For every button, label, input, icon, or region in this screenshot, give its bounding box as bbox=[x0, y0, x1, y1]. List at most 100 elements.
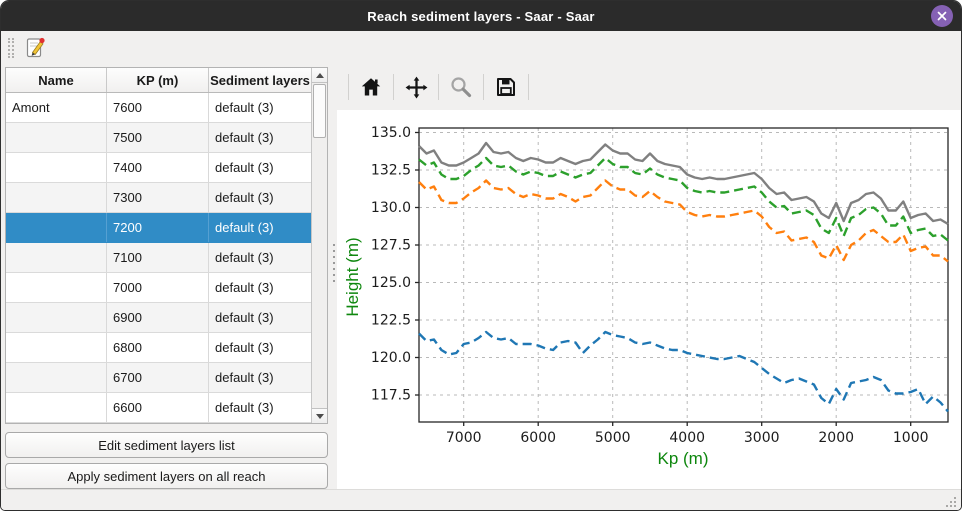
pan-button[interactable] bbox=[401, 72, 431, 102]
cell-layers[interactable]: default (3) bbox=[215, 400, 274, 415]
scrollbar-track[interactable] bbox=[312, 84, 327, 407]
cell-name[interactable] bbox=[6, 153, 107, 182]
statusbar bbox=[1, 489, 961, 510]
col-header-sediment-layers[interactable]: Sediment layers bbox=[210, 72, 310, 88]
apply-sediment-layers-button[interactable]: Apply sediment layers on all reach bbox=[5, 463, 328, 489]
cell-name[interactable] bbox=[6, 423, 107, 424]
cell-name[interactable] bbox=[6, 213, 107, 242]
x-tick-label: 4000 bbox=[669, 430, 705, 446]
y-tick-label: 132.5 bbox=[371, 163, 411, 179]
cell-layers[interactable]: default (3) bbox=[215, 160, 274, 175]
edit-sediment-layers-list-button[interactable]: Edit sediment layers list bbox=[5, 432, 328, 459]
table-row[interactable]: 7000 default (3) bbox=[6, 273, 311, 303]
close-button[interactable] bbox=[931, 5, 953, 27]
cell-layers[interactable]: default (3) bbox=[215, 130, 274, 145]
cell-layers[interactable]: default (3) bbox=[215, 280, 274, 295]
sediment-table: Name KP (m) Sediment layers Amont 7600 def… bbox=[5, 67, 328, 425]
cell-name[interactable] bbox=[6, 243, 107, 272]
table-header-row: Name KP (m) Sediment layers bbox=[6, 68, 311, 93]
table-row[interactable]: 7200 default (3) bbox=[6, 213, 311, 243]
cell-kp[interactable]: 7300 bbox=[107, 183, 209, 212]
x-tick-label: 6000 bbox=[520, 430, 556, 446]
cell-kp[interactable]: 6500 bbox=[107, 423, 209, 424]
cell-kp[interactable]: 6700 bbox=[107, 363, 209, 392]
cell-name[interactable] bbox=[6, 393, 107, 422]
cell-kp[interactable]: 6600 bbox=[107, 393, 209, 422]
cell-name[interactable] bbox=[6, 333, 107, 362]
home-button[interactable] bbox=[356, 72, 386, 102]
toolbar-separator bbox=[528, 74, 529, 100]
cell-name[interactable] bbox=[6, 303, 107, 332]
table-row[interactable]: 7300 default (3) bbox=[6, 183, 311, 213]
table-row[interactable]: 6500default (3) bbox=[6, 423, 311, 424]
cell-layers[interactable]: default (3) bbox=[209, 423, 311, 424]
cell-layers[interactable]: default (3) bbox=[215, 100, 274, 115]
series-bottom-layer-blue bbox=[418, 330, 949, 413]
table-scrollbar[interactable] bbox=[311, 68, 327, 424]
cell-layers[interactable]: default (3) bbox=[215, 370, 274, 385]
series-layer-green bbox=[418, 156, 949, 242]
cell-kp[interactable]: 7100 bbox=[107, 243, 209, 272]
x-tick-label: 1000 bbox=[893, 430, 929, 446]
resize-grip[interactable] bbox=[945, 496, 957, 508]
col-header-name[interactable]: Name bbox=[6, 68, 107, 92]
pan-arrows-icon bbox=[405, 76, 427, 98]
home-icon bbox=[361, 78, 381, 96]
cell-name[interactable] bbox=[6, 183, 107, 212]
table-row[interactable]: 6700 default (3) bbox=[6, 363, 311, 393]
y-tick-label: 125.0 bbox=[371, 275, 411, 291]
cell-kp[interactable]: 7200 bbox=[107, 213, 209, 242]
cell-layers[interactable]: default (3) bbox=[215, 340, 274, 355]
x-tick-label: 2000 bbox=[818, 430, 854, 446]
cell-name[interactable] bbox=[6, 363, 107, 392]
table-row[interactable]: 6900 default (3) bbox=[6, 303, 311, 333]
scrollbar-up-button[interactable] bbox=[312, 68, 327, 83]
cell-kp[interactable]: 6800 bbox=[107, 333, 209, 362]
zoom-button[interactable] bbox=[446, 72, 476, 102]
cell-name[interactable]: Amont bbox=[6, 93, 107, 122]
x-tick-label: 3000 bbox=[744, 430, 780, 446]
table-row[interactable]: 6800 default (3) bbox=[6, 333, 311, 363]
cell-name[interactable] bbox=[6, 123, 107, 152]
arrow-up-icon bbox=[315, 72, 324, 78]
toolbar-separator bbox=[483, 74, 484, 100]
y-tick-label: 130.0 bbox=[371, 200, 411, 216]
cell-kp[interactable]: 7600 bbox=[107, 93, 209, 122]
cell-kp[interactable]: 7500 bbox=[107, 123, 209, 152]
cell-layers[interactable]: default (3) bbox=[215, 190, 274, 205]
scrollbar-down-button[interactable] bbox=[312, 408, 327, 424]
edit-note-icon bbox=[26, 37, 45, 58]
cell-layers[interactable]: default (3) bbox=[215, 310, 274, 325]
table-row[interactable]: 7400 default (3) bbox=[6, 153, 311, 183]
close-icon bbox=[937, 11, 947, 21]
table-row[interactable]: 7100 default (3) bbox=[6, 243, 311, 273]
table-row[interactable]: Amont 7600 default (3) bbox=[6, 93, 311, 123]
toolbar-separator bbox=[393, 74, 394, 100]
x-tick-label: 7000 bbox=[446, 430, 482, 446]
y-tick-label: 117.5 bbox=[371, 388, 411, 404]
cell-layers[interactable]: default (3) bbox=[215, 250, 274, 265]
cell-layers[interactable]: default (3) bbox=[215, 220, 274, 235]
splitter-handle[interactable] bbox=[331, 64, 337, 489]
cell-name[interactable] bbox=[6, 273, 107, 302]
x-axis-label: Kp (m) bbox=[657, 449, 709, 468]
figure-canvas: 7000 6000 5000 4000 3000 2000 1000 117.5 120.0 12… bbox=[337, 110, 961, 489]
cell-kp[interactable]: 7000 bbox=[107, 273, 209, 302]
series-top-layer-gray bbox=[418, 141, 949, 226]
edit-sediment-button[interactable] bbox=[21, 34, 49, 62]
reach-profile-chart[interactable]: 7000 6000 5000 4000 3000 2000 1000 117.5 120.0 12… bbox=[347, 110, 959, 478]
col-header-kp[interactable]: KP (m) bbox=[107, 68, 209, 92]
cell-kp[interactable]: 6900 bbox=[107, 303, 209, 332]
save-button[interactable] bbox=[491, 72, 521, 102]
y-tick-label: 122.5 bbox=[371, 313, 411, 329]
toolbar-drag-handle[interactable] bbox=[8, 37, 14, 58]
table-row[interactable]: 6600 default (3) bbox=[6, 393, 311, 423]
x-tick-label: 5000 bbox=[595, 430, 631, 446]
scrollbar-thumb[interactable] bbox=[313, 84, 326, 138]
table-row[interactable]: 7500 default (3) bbox=[6, 123, 311, 153]
toolbar-separator bbox=[438, 74, 439, 100]
series-layer-orange bbox=[418, 179, 949, 263]
axes-spines bbox=[418, 127, 949, 423]
cell-kp[interactable]: 7400 bbox=[107, 153, 209, 182]
titlebar[interactable]: Reach sediment layers - Saar - Saar bbox=[1, 1, 961, 31]
